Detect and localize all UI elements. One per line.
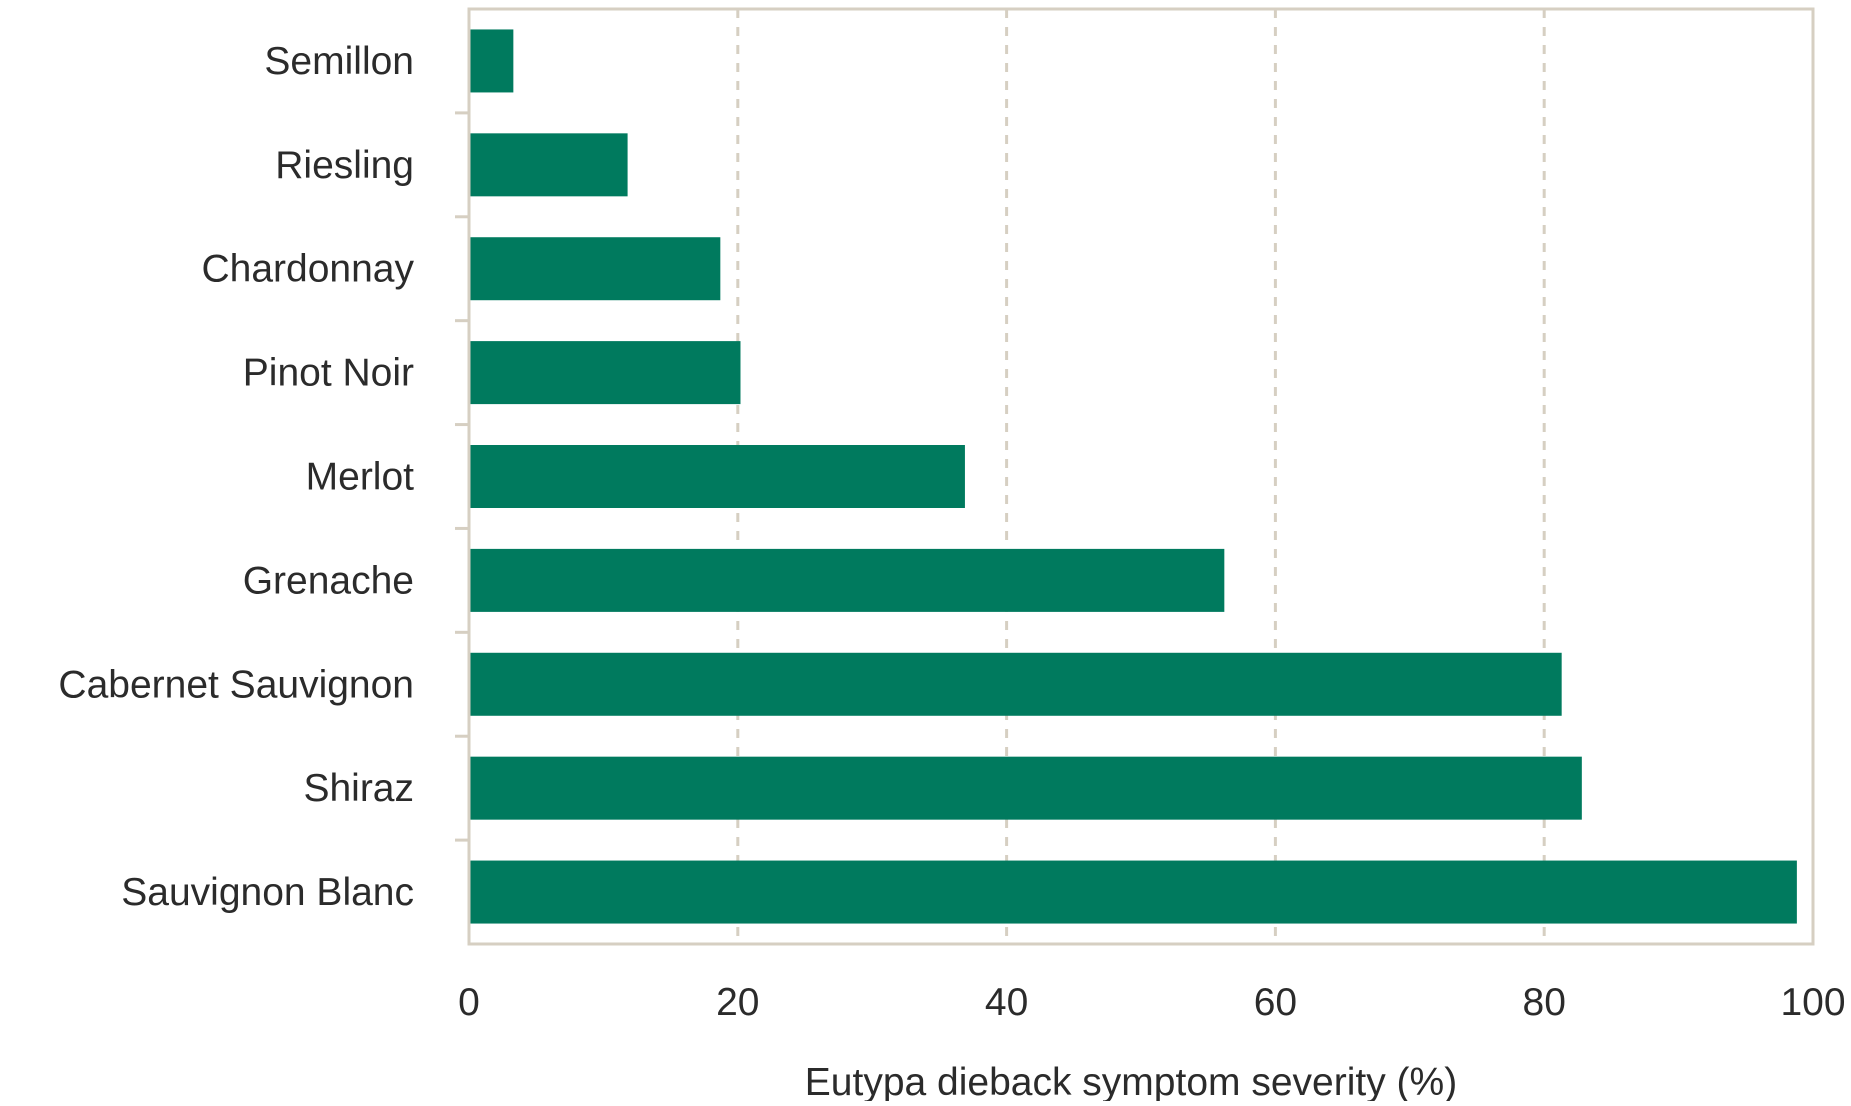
x-tick-label: 80 <box>1523 981 1566 1024</box>
category-label: Sauvignon Blanc <box>121 871 414 914</box>
bar <box>469 652 1562 716</box>
bar <box>469 133 628 197</box>
bar <box>469 756 1582 820</box>
category-label: Chardonnay <box>202 248 415 291</box>
x-tick-label: 0 <box>458 981 480 1024</box>
x-tick-label-layer: 0 20 40 60 80 100 <box>458 981 1845 1024</box>
category-label: Cabernet Sauvignon <box>58 663 414 706</box>
plot-frame <box>467 7 1815 946</box>
bar <box>469 29 514 93</box>
x-tick-label: 40 <box>985 981 1028 1024</box>
category-label: Riesling <box>275 144 414 187</box>
y-tick-layer <box>455 111 469 842</box>
category-label: Semillon <box>264 40 414 83</box>
x-tick-label: 60 <box>1254 981 1297 1024</box>
x-axis-title: Eutypa dieback symptom severity (%) <box>805 1061 1457 1101</box>
bar <box>469 237 721 301</box>
bar <box>469 445 965 508</box>
category-label: Shiraz <box>303 767 414 810</box>
bar <box>469 341 741 405</box>
bar-layer <box>469 29 1797 924</box>
bar <box>469 548 1225 612</box>
category-label: Pinot Noir <box>243 352 414 395</box>
category-label: Grenache <box>243 559 414 602</box>
x-tick-label: 100 <box>1780 981 1845 1024</box>
category-label: Merlot <box>306 456 415 499</box>
bar <box>469 860 1797 924</box>
x-tick-label: 20 <box>716 981 759 1024</box>
category-label-layer: Semillon Riesling Chardonnay Pinot Noir Merl… <box>58 40 414 914</box>
